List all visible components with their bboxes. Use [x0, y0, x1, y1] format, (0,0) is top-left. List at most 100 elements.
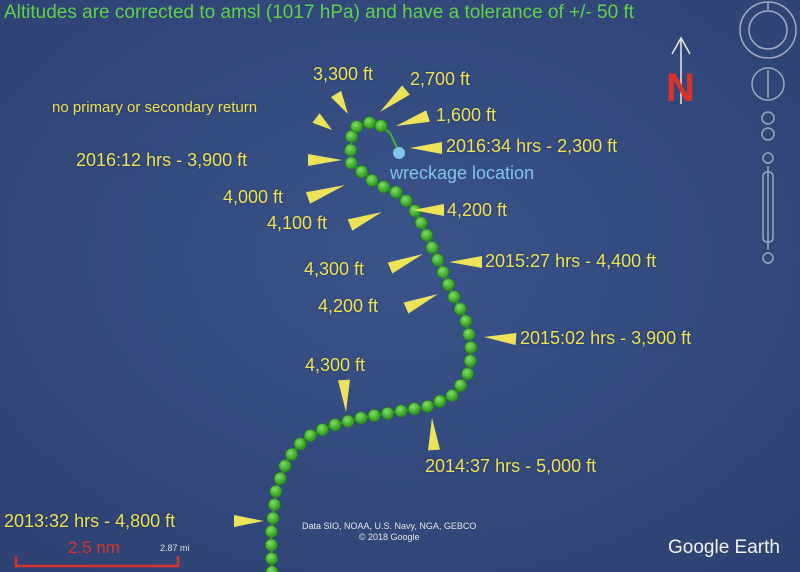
track-point	[461, 367, 475, 381]
flight-track	[264, 116, 478, 572]
altitude-note-title: Altitudes are corrected to amsl (1017 hP…	[4, 2, 634, 23]
track-point	[328, 418, 342, 432]
track-point	[407, 402, 421, 416]
label-2013-32: 2013:32 hrs - 4,800 ft	[4, 511, 176, 531]
pointer-arrow	[449, 256, 482, 268]
label-2016-12: 2016:12 hrs - 3,900 ft	[76, 150, 248, 170]
look-joystick-icon[interactable]	[751, 67, 785, 101]
track-point	[264, 538, 278, 552]
track-point	[374, 119, 388, 133]
scale-label: 2.5 nm	[68, 538, 120, 557]
label-4200-upper: 4,200 ft	[447, 200, 508, 220]
label-4100: 4,100 ft	[267, 213, 328, 233]
pointer-arrow	[312, 113, 332, 130]
pointer-arrow	[396, 110, 430, 126]
track-point	[269, 484, 283, 498]
track-point	[344, 156, 358, 170]
pointer-arrow	[347, 212, 382, 231]
track-point	[315, 423, 329, 437]
track-point	[454, 378, 467, 392]
track-point	[367, 409, 381, 422]
track-point	[414, 216, 428, 230]
track-point	[265, 552, 279, 565]
pointer-arrow	[234, 515, 264, 527]
track-point	[441, 278, 455, 292]
pointer-arrow	[306, 185, 345, 204]
track-point	[345, 130, 358, 144]
track-point	[464, 341, 478, 354]
annotation-pointers	[234, 85, 517, 527]
label-2700: 2,700 ft	[410, 69, 471, 89]
pointer-arrow	[338, 379, 350, 412]
pointer-arrow	[330, 90, 348, 114]
credit-line-2: © 2018 Google	[358, 532, 420, 542]
track-point	[381, 406, 395, 420]
track-point	[377, 180, 391, 194]
pointer-arrow	[428, 418, 440, 451]
track-point	[267, 498, 281, 512]
credit-line-1: Data SIO, NOAA, U.S. Navy, NGA, GEBCO	[302, 521, 477, 531]
track-point	[344, 143, 358, 157]
scale-bar	[14, 556, 180, 568]
track-point	[399, 194, 413, 208]
track-point	[303, 429, 317, 442]
track-point	[462, 327, 476, 341]
track-point	[293, 437, 307, 451]
track-point	[285, 447, 299, 461]
track-point	[447, 290, 461, 304]
track-point	[436, 265, 450, 279]
label-3300-top: 3,300 ft	[313, 64, 374, 84]
track-point	[394, 404, 408, 418]
pointer-arrow	[413, 204, 444, 216]
track-point	[425, 241, 439, 254]
label-4200-lower: 4,200 ft	[318, 296, 379, 316]
label-2016-34: 2016:34 hrs - 2,300 ft	[446, 136, 618, 156]
north-label: N	[666, 66, 695, 110]
track-point	[363, 116, 376, 130]
track-point	[445, 388, 459, 402]
label-4000: 4,000 ft	[223, 187, 284, 207]
move-joystick-icon[interactable]	[761, 111, 775, 141]
track-point	[266, 511, 280, 525]
compass-icon[interactable]	[739, 1, 797, 59]
label-4300-upper: 4,300 ft	[304, 259, 365, 279]
track-point	[433, 394, 447, 408]
label-2015-27: 2015:27 hrs - 4,400 ft	[485, 251, 657, 271]
pointer-arrow	[410, 142, 442, 154]
track-point	[453, 302, 467, 316]
pointer-arrow	[403, 294, 438, 314]
track-point	[389, 185, 403, 199]
pointer-arrow	[484, 333, 517, 345]
track-point	[431, 253, 445, 267]
label-no-return: no primary or secondary return	[52, 99, 258, 116]
track-point	[264, 525, 278, 538]
track-point	[273, 472, 287, 485]
label-2014-37: 2014:37 hrs - 5,000 ft	[425, 456, 597, 476]
track-point	[354, 411, 368, 425]
pointer-arrow	[380, 85, 410, 112]
north-arrow-icon	[671, 36, 691, 104]
label-wreckage-location: wreckage location	[390, 163, 535, 183]
track-point	[265, 565, 279, 572]
nav-controls[interactable]	[730, 0, 800, 280]
track-point	[341, 414, 355, 428]
label-1600: 1,600 ft	[436, 105, 497, 125]
pointer-arrow	[387, 254, 423, 274]
label-2015-02: 2015:02 hrs - 3,900 ft	[520, 328, 692, 348]
zoom-slider-icon[interactable]	[762, 152, 774, 264]
pointer-arrow	[308, 154, 342, 166]
track-point	[459, 314, 473, 328]
wreckage-marker	[393, 147, 405, 159]
track-point	[278, 459, 292, 473]
scale-sub-label: 2.87 mi	[160, 543, 190, 553]
track-point	[350, 120, 364, 133]
track-point	[421, 399, 435, 413]
track-point	[365, 173, 379, 187]
label-4300-lower: 4,300 ft	[305, 355, 366, 375]
google-earth-logo: Google Earth	[668, 537, 780, 558]
track-point	[420, 228, 434, 242]
track-point	[463, 354, 477, 368]
track-point	[355, 165, 369, 179]
imagery-credit: Data SIO, NOAA, U.S. Navy, NGA, GEBCO © …	[302, 521, 476, 543]
